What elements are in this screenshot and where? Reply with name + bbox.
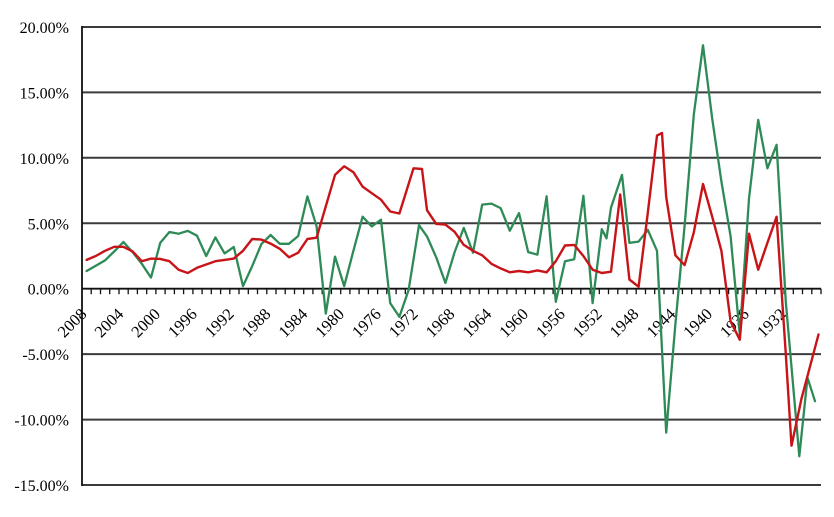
svg-text:10.00%: 10.00% (20, 151, 69, 168)
svg-text:0.00%: 0.00% (28, 282, 69, 299)
svg-text:-15.00%: -15.00% (14, 478, 69, 495)
svg-text:-5.00%: -5.00% (22, 347, 69, 364)
svg-text:5.00%: 5.00% (28, 216, 69, 233)
svg-text:-10.00%: -10.00% (14, 413, 69, 430)
svg-text:20.00%: 20.00% (20, 20, 69, 37)
svg-text:15.00%: 15.00% (20, 85, 69, 102)
